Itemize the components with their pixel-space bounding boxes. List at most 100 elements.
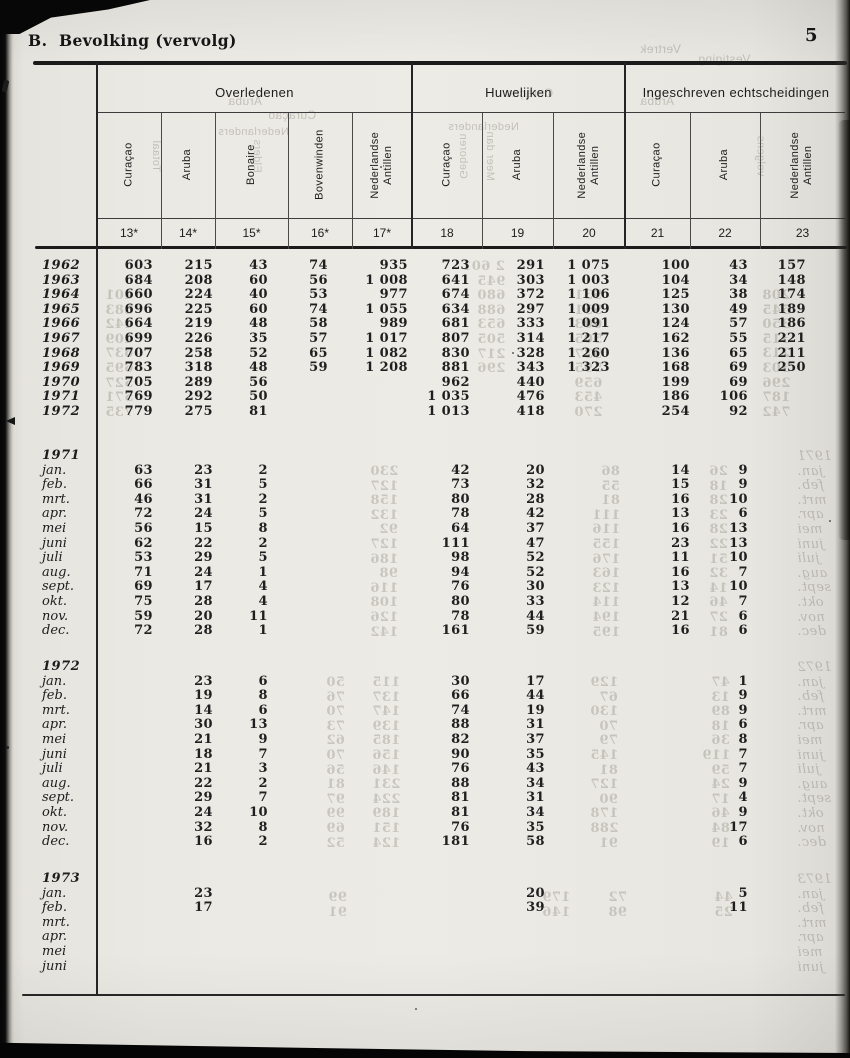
table-cell: 16 xyxy=(194,834,213,850)
table-cell: 6 xyxy=(738,623,748,639)
table-cell: 830 xyxy=(441,345,470,361)
table-cell: 1 323 xyxy=(567,360,610,376)
table-cell: 674 xyxy=(441,287,470,303)
table-cell: 189 xyxy=(777,301,806,317)
table-row: 1970 705 289 56 962 440 199 69 xyxy=(0,374,850,391)
table-cell: 1 009 xyxy=(567,301,610,317)
table-cell: 60 xyxy=(249,301,268,317)
table-cell: 603 xyxy=(124,258,153,273)
table-cell: 8 xyxy=(258,688,268,704)
group-header-huwelijken: Huwelijken xyxy=(485,85,552,100)
table-cell: 12 xyxy=(671,594,690,609)
table-cell: 19 xyxy=(526,702,545,718)
table-row: nov. 59 20 11 78 44 21 6 xyxy=(0,609,850,625)
table-cell: 6 xyxy=(258,702,268,718)
table-cell: 56 xyxy=(309,272,328,288)
table-cell: 15 xyxy=(671,477,690,493)
table-cell: 10 xyxy=(729,550,748,566)
table-cell: 6 xyxy=(738,834,748,850)
column-divider xyxy=(482,113,483,249)
table-cell: 16 xyxy=(671,564,690,580)
table-cell: 48 xyxy=(249,360,268,376)
table-cell: 42 xyxy=(526,506,545,522)
table-row: mei 21 9 82 37 8 xyxy=(0,732,850,748)
column-number-22: 22 xyxy=(718,226,732,240)
table-cell: 56 xyxy=(249,374,268,390)
table-row: 1966 664 219 48 58 989 681 333 1 091 124 57 186 xyxy=(0,317,850,332)
row-label: 1971 xyxy=(42,448,81,463)
table-cell: 17 xyxy=(194,579,213,595)
table-cell: 44 xyxy=(526,688,545,704)
table-cell: 98 xyxy=(451,550,470,566)
table-cell: 224 xyxy=(184,287,213,303)
table-row: 1962 603 215 43 74 935 723 291 1 075 100 43 157 xyxy=(0,258,850,274)
row-label: mrt. xyxy=(42,914,70,930)
table-cell: 807 xyxy=(441,331,470,346)
row-label: jan. xyxy=(42,885,67,901)
row-label: feb. xyxy=(42,477,67,493)
table-cell: 314 xyxy=(516,331,545,346)
table-cell: 34 xyxy=(729,272,748,288)
column-number-20: 20 xyxy=(582,226,596,240)
table-row: juni 62 22 2 111 47 23 13 xyxy=(0,535,850,552)
table-cell: 43 xyxy=(249,258,268,273)
column-divider xyxy=(690,113,691,249)
row-label: apr. xyxy=(42,929,67,945)
table-cell: 681 xyxy=(441,316,470,332)
table-cell: 71 xyxy=(134,564,153,580)
table-cell: 291 xyxy=(516,258,545,273)
table-row: mrt. xyxy=(0,914,850,931)
table-row: 1963 684 208 60 56 1 008 641 303 1 003 104 34 148 xyxy=(0,272,850,289)
table-cell: 935 xyxy=(379,258,408,273)
table-cell: 30 xyxy=(194,717,213,733)
table-cell: 9 xyxy=(738,462,748,478)
table-cell: 977 xyxy=(379,287,408,303)
table-row: dec. 16 2 181 58 6 xyxy=(0,835,850,850)
table-cell: 9 xyxy=(738,477,748,493)
table-cell: 29 xyxy=(194,790,213,806)
table-cell: 30 xyxy=(451,673,470,689)
table-cell: 11 xyxy=(729,900,748,916)
table-row: 1969 783 318 48 59 1 208 881 343 1 323 168 69 250 xyxy=(0,361,850,376)
table-cell: 58 xyxy=(309,316,328,332)
row-label: mei xyxy=(42,944,67,959)
table-cell: 62 xyxy=(134,535,153,551)
table-cell: 707 xyxy=(124,345,153,361)
column-number-16: 16* xyxy=(310,226,330,240)
table-cell: 65 xyxy=(309,345,328,361)
table-cell: 17 xyxy=(729,819,748,835)
table-cell: 100 xyxy=(661,258,690,273)
table-cell: 21 xyxy=(194,732,213,747)
table-cell: 9 xyxy=(738,775,748,791)
table-cell: 57 xyxy=(729,316,748,332)
table-cell: 10 xyxy=(729,579,748,595)
table-row: jan. 63 23 2 42 20 14 9 xyxy=(0,462,850,479)
title-rule xyxy=(33,61,847,65)
row-label: dec. xyxy=(42,623,70,639)
table-cell: 72 xyxy=(134,506,153,522)
table-cell: 34 xyxy=(526,775,545,791)
row-label: mei xyxy=(42,732,67,747)
table-cell: 52 xyxy=(526,550,545,566)
dust-speck xyxy=(647,91,649,93)
row-label: 1965 xyxy=(42,301,81,317)
table-cell: 8 xyxy=(258,819,268,835)
table-cell: 258 xyxy=(184,345,213,361)
table-cell: 1 017 xyxy=(365,331,408,346)
table-cell: 81 xyxy=(451,790,470,806)
table-cell: 65 xyxy=(729,345,748,361)
table-cell: 15 xyxy=(194,521,213,536)
column-number-15: 15* xyxy=(242,226,261,240)
row-label: nov. xyxy=(42,819,69,835)
table-cell: 73 xyxy=(451,477,470,493)
table-cell: 125 xyxy=(661,287,690,303)
table-cell: 5 xyxy=(258,550,268,566)
table-row: feb. 66 31 5 73 32 15 9 xyxy=(0,478,850,493)
column-number-13: 13* xyxy=(119,226,139,240)
table-cell: 16 xyxy=(671,623,690,639)
table-cell: 161 xyxy=(441,623,470,639)
table-cell: 53 xyxy=(309,287,328,303)
margin-dot-mark xyxy=(6,746,9,749)
row-label: mei xyxy=(42,521,67,536)
table-cell: 6 xyxy=(738,717,748,733)
